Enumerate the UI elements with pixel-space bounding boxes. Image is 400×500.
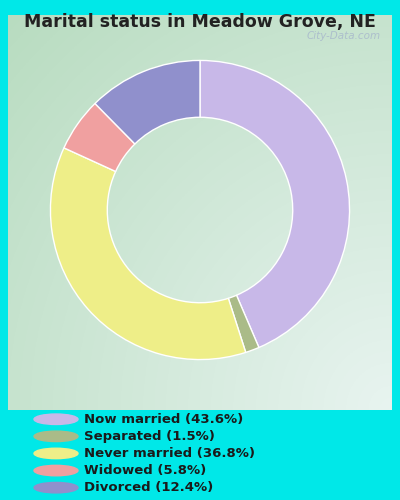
Text: City-Data.com: City-Data.com [306, 31, 380, 41]
Wedge shape [64, 104, 135, 172]
Text: Now married (43.6%): Now married (43.6%) [84, 413, 243, 426]
Circle shape [34, 414, 78, 424]
Text: Never married (36.8%): Never married (36.8%) [84, 447, 255, 460]
Wedge shape [50, 148, 246, 360]
Text: Separated (1.5%): Separated (1.5%) [84, 430, 215, 443]
Circle shape [34, 448, 78, 458]
Text: Divorced (12.4%): Divorced (12.4%) [84, 481, 213, 494]
Wedge shape [200, 60, 350, 348]
Text: Widowed (5.8%): Widowed (5.8%) [84, 464, 206, 477]
Circle shape [34, 431, 78, 442]
Text: Marital status in Meadow Grove, NE: Marital status in Meadow Grove, NE [24, 12, 376, 30]
Circle shape [34, 466, 78, 476]
Wedge shape [228, 295, 259, 352]
Wedge shape [95, 60, 200, 144]
Circle shape [34, 482, 78, 493]
